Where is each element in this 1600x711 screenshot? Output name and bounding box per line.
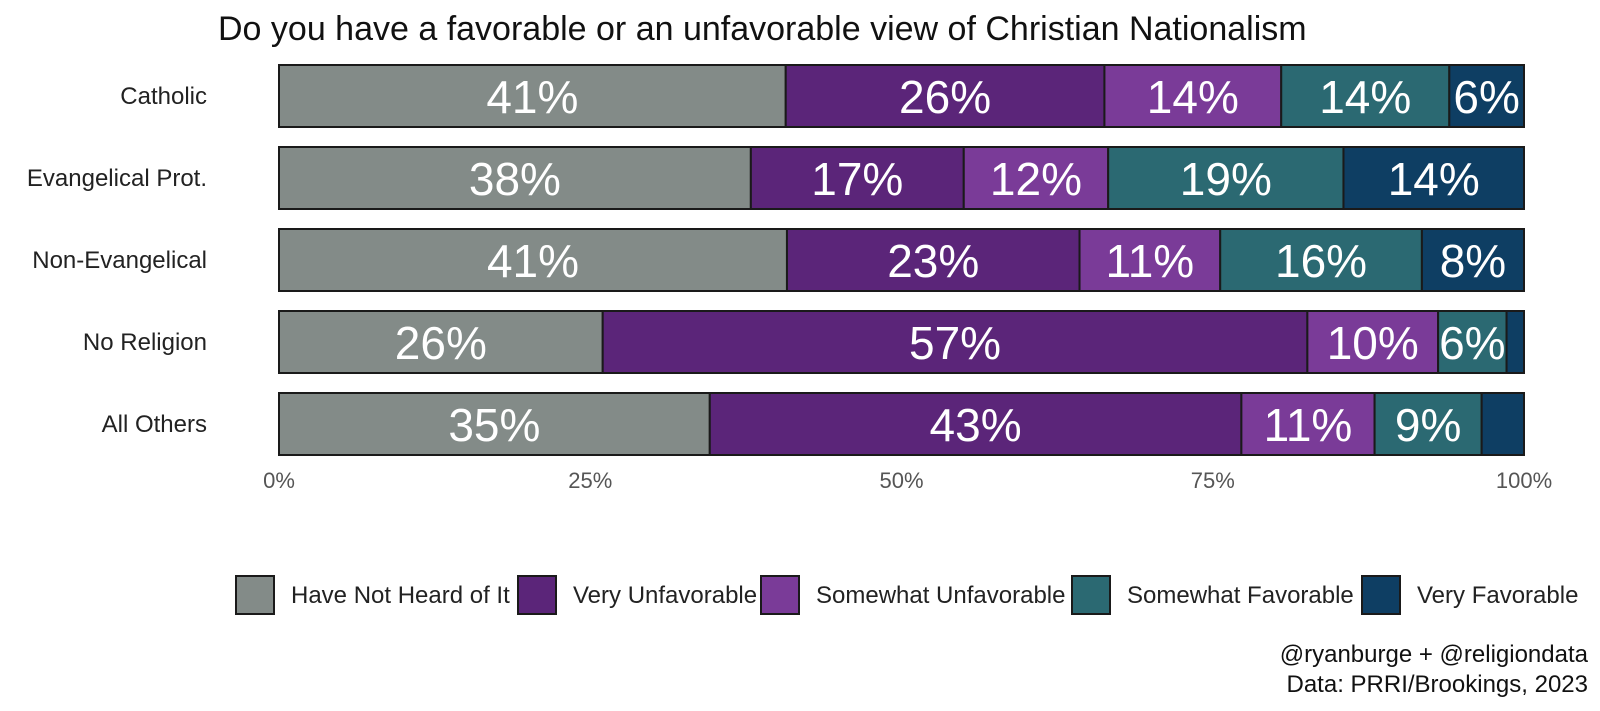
legend-label: Somewhat Unfavorable — [816, 582, 1065, 609]
data-label: 17% — [811, 153, 903, 205]
legend-item-somewhat-unfavorable: Somewhat Unfavorable — [760, 575, 1065, 615]
legend-label: Very Unfavorable — [573, 582, 757, 609]
category-label: Non-Evangelical — [32, 247, 207, 274]
legend-label: Have Not Heard of It — [291, 582, 510, 609]
legend-item-very-favorable: Very Favorable — [1361, 575, 1578, 615]
bar-frame — [278, 310, 1525, 374]
data-label: 41% — [487, 235, 579, 287]
x-tick-label: 0% — [263, 468, 295, 493]
bar-row-non-evangelical: Non-Evangelical 41% 23% 11% 16% 8% — [32, 228, 1526, 292]
data-label: 43% — [930, 399, 1022, 451]
data-label: 23% — [887, 235, 979, 287]
legend-label: Very Favorable — [1417, 582, 1578, 609]
category-label: All Others — [102, 411, 207, 438]
data-label: 57% — [909, 317, 1001, 369]
bar-frame — [278, 64, 1525, 128]
legend-label: Somewhat Favorable — [1127, 582, 1354, 609]
data-label: 41% — [486, 71, 578, 123]
bar-row-all-others: All Others 35% 43% 11% 9% — [102, 392, 1526, 456]
legend: Have Not Heard of It Very Unfavorable Some… — [235, 575, 1578, 615]
bar-segment-very-favorable — [1480, 392, 1526, 456]
bar-row-evangelical-prot: Evangelical Prot. 38% 17% 12% 19% 14% — [27, 146, 1525, 210]
x-tick-label: 25% — [568, 468, 612, 493]
x-tick-label: 100% — [1496, 468, 1552, 493]
data-label: 14% — [1319, 71, 1411, 123]
bar-rows: Catholic 41% 26% 14% 14% 6%Evangelical Prot. 3… — [27, 64, 1526, 456]
bar-frame — [278, 146, 1525, 210]
data-label: 10% — [1327, 317, 1419, 369]
data-label: 9% — [1395, 399, 1461, 451]
bar-segment-very-unfavorable — [785, 228, 1081, 292]
category-label: No Religion — [83, 329, 207, 356]
data-label: 14% — [1388, 153, 1480, 205]
bar-segment-very-unfavorable — [749, 146, 965, 210]
legend-swatch — [235, 575, 275, 615]
data-label: 26% — [395, 317, 487, 369]
category-label: Catholic — [120, 83, 207, 110]
bar-segment-somewhat-favorable — [1107, 146, 1345, 210]
chart-title: Do you have a favorable or an unfavorabl… — [218, 10, 1307, 48]
data-label: 11% — [1106, 235, 1195, 287]
legend-swatch — [1361, 575, 1401, 615]
bar-segment-very-favorable — [1420, 228, 1526, 292]
bar-segment-somewhat-unfavorable — [1306, 310, 1440, 374]
data-label: 6% — [1453, 71, 1519, 123]
data-label: 6% — [1439, 317, 1505, 369]
legend-item-somewhat-favorable: Somewhat Favorable — [1071, 575, 1354, 615]
legend-swatch — [517, 575, 557, 615]
caption-source: Data: PRRI/Brookings, 2023 — [1287, 671, 1589, 698]
bar-frame — [278, 392, 1525, 456]
data-label: 8% — [1440, 235, 1506, 287]
category-label: Evangelical Prot. — [27, 165, 207, 192]
bar-segment-somewhat-favorable — [1437, 310, 1508, 374]
data-label: 14% — [1147, 71, 1239, 123]
legend-item-have-not-heard-of-it: Have Not Heard of It — [235, 575, 510, 615]
bar-row-catholic: Catholic 41% 26% 14% 14% 6% — [120, 64, 1526, 128]
bar-segment-very-favorable — [1505, 310, 1525, 374]
data-label: 16% — [1275, 235, 1367, 287]
caption-credit: @ryanburge + @religiondata — [1280, 641, 1589, 668]
x-tick-label: 75% — [1191, 468, 1235, 493]
data-label: 12% — [990, 153, 1082, 205]
legend-swatch — [760, 575, 800, 615]
data-label: 11% — [1264, 399, 1353, 451]
bar-segment-have-not-heard-of-it — [278, 64, 787, 128]
bar-segment-somewhat-unfavorable — [962, 146, 1110, 210]
x-tick-label: 50% — [879, 468, 923, 493]
data-label: 19% — [1180, 153, 1272, 205]
legend-item-very-unfavorable: Very Unfavorable — [517, 575, 757, 615]
data-label: 26% — [899, 71, 991, 123]
data-label: 35% — [448, 399, 540, 451]
bar-segment-very-unfavorable — [784, 64, 1106, 128]
legend-swatch — [1071, 575, 1111, 615]
bar-frame — [278, 228, 1525, 292]
bar-row-no-religion: No Religion 26% 57% 10% 6% — [83, 310, 1525, 374]
x-axis: 0% 25% 50% 75% 100% — [263, 468, 1552, 493]
bar-segment-somewhat-favorable — [1219, 228, 1423, 292]
data-label: 38% — [469, 153, 561, 205]
